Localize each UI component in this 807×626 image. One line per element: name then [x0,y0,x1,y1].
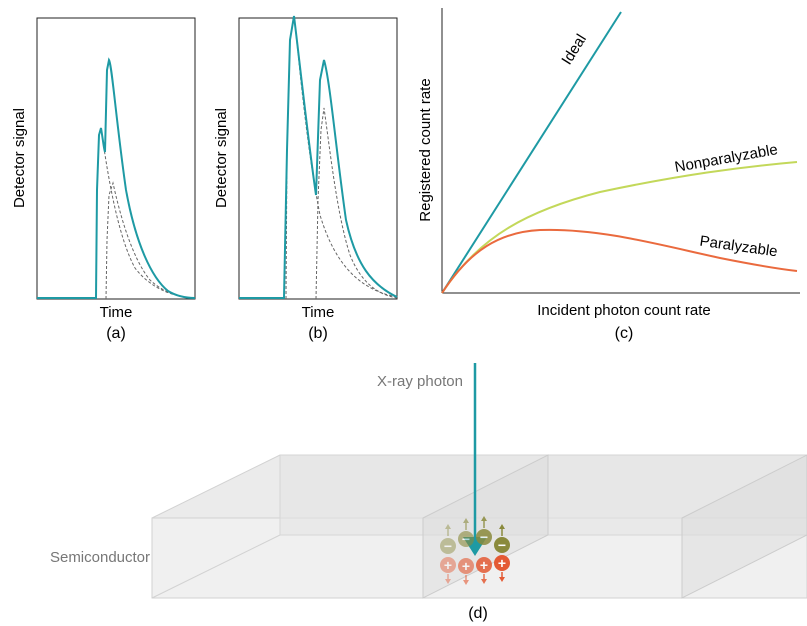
panel-a-dashed-pulse-1 [95,127,196,300]
panel-b-caption: (b) [308,325,328,342]
slab-back-left-edge [151,534,281,599]
ideal-curve [441,11,622,294]
panel-c-caption: (c) [615,325,634,342]
panel-d: X-ray photon Semiconductor (d) − − − [50,363,807,622]
hole: + [458,558,474,585]
ideal-curve-label: Ideal [558,31,590,68]
semiconductor-label: Semiconductor [50,549,150,566]
panel-a-caption: (a) [106,325,126,342]
electron: − [494,524,510,553]
panel-b: Detector signal Time (b) [213,15,398,342]
svg-text:−: − [480,529,488,545]
panel-a-xlabel: Time [100,304,133,321]
panel-a-signal-curve [37,57,196,299]
panel-b-xlabel: Time [302,304,335,321]
hole: + [440,557,456,584]
paralyzable-curve [441,228,798,294]
nonparalyzable-curve [441,161,798,294]
svg-text:−: − [462,531,470,547]
svg-text:−: − [498,537,506,553]
panel-c-ylabel: Registered count rate [417,78,434,221]
panel-b-ylabel: Detector signal [213,108,230,208]
svg-text:−: − [444,538,452,554]
slab-right-plane [681,454,807,599]
svg-text:+: + [480,557,488,573]
panel-b-dashed-pulse-1 [285,15,398,300]
panel-c-xlabel: Incident photon count rate [537,302,710,319]
x-ray-photon-label: X-ray photon [377,373,463,390]
panel-a-ylabel: Detector signal [11,108,28,208]
panel-b-dashed-pulse-2 [315,107,398,300]
hole: + [476,557,492,584]
panel-a-dashed-pulse-2 [105,181,196,300]
svg-text:+: + [444,557,452,573]
svg-text:+: + [462,558,470,574]
hole: + [494,555,510,582]
electron: − [458,518,474,547]
electron: − [440,524,456,554]
panel-b-frame [238,17,398,300]
panel-a: Detector signal Time (a) [11,17,196,342]
hole-group: + + + + [440,555,510,585]
panel-b-signal-curve [239,15,398,299]
slab-section-plane [422,454,549,599]
panel-a-frame [36,17,196,300]
svg-text:+: + [498,555,506,571]
panel-c: Ideal Nonparalyzable Paralyzable Registe… [417,8,800,342]
electron: − [476,516,492,545]
panel-d-caption: (d) [468,605,488,622]
electron-group: − − − − [440,516,510,554]
